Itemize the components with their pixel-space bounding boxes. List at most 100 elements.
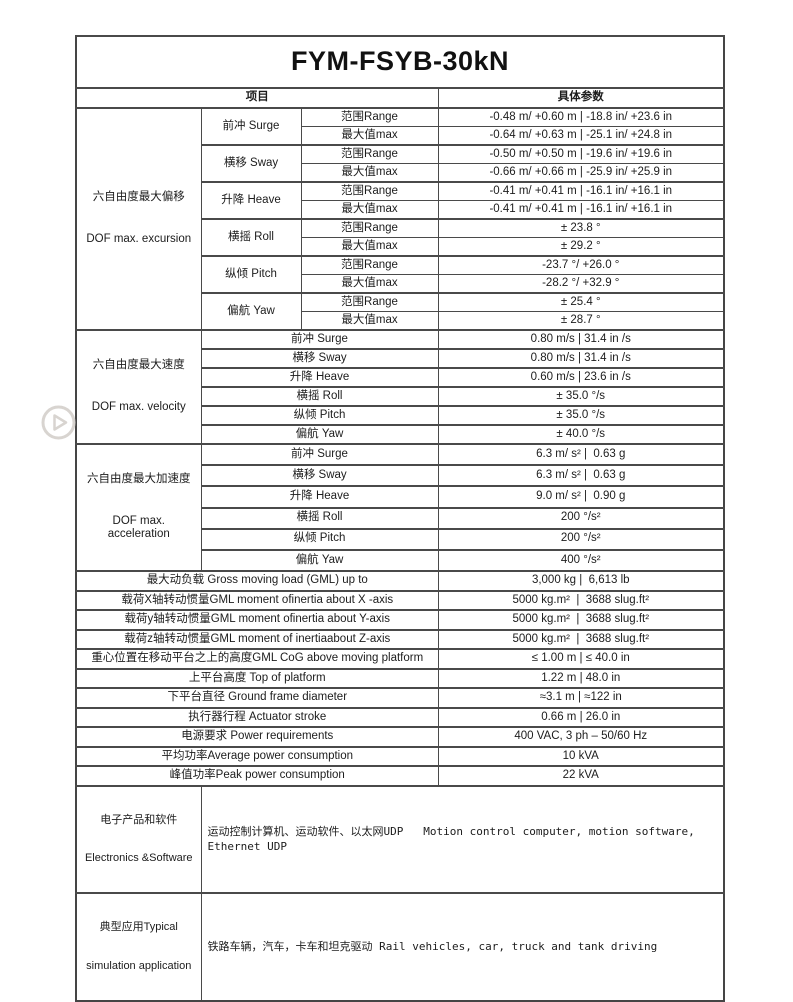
dof-name-cell: 横摇 Roll: [200, 506, 439, 530]
dof-name-cell: 偏航 Yaw: [200, 548, 439, 572]
dof-name-cell: 偏航 Yaw: [200, 292, 302, 331]
table-row: 载荷z轴转动惯量GML moment of inertiaabout Z-axi…: [75, 628, 725, 650]
group-label-cell: 六自由度最大偏移 DOF max. excursion: [75, 107, 202, 331]
value-cell: 9.0 m/ s² | 0.90 g: [437, 485, 725, 509]
dof-name-cell: 前冲 Surge: [200, 442, 439, 466]
value-cell: ± 29.2 °: [437, 237, 725, 257]
table-row: 平均功率Average power consumption 10 kVA: [75, 745, 725, 767]
footer-label-en: simulation application: [86, 960, 192, 973]
spec-value-cell: 1.22 m | 48.0 in: [437, 667, 725, 689]
group-label-en: DOF max. velocity: [91, 401, 186, 414]
spec-table: FYM-FSYB-30kN 项目 具体参数 六自由度最大偏移 DOF max. …: [75, 35, 725, 1002]
spec-label-cell: 平均功率Average power consumption: [75, 745, 439, 767]
group-label-zh: 六自由度最大偏移: [92, 191, 185, 204]
spec-sheet: FYM-FSYB-30kN 项目 具体参数 六自由度最大偏移 DOF max. …: [75, 35, 725, 1002]
spec-value-cell: 5000 kg.m² | 3688 slug.ft²: [437, 628, 725, 650]
dof-name-cell: 横移 Sway: [200, 464, 439, 487]
value-cell: ± 25.4 °: [437, 292, 725, 312]
dof-name-cell: 横移 Sway: [200, 144, 302, 183]
value-cell: 0.80 m/s | 31.4 in /s: [437, 329, 725, 350]
spec-value-cell: 400 VAC, 3 ph – 50/60 Hz: [437, 726, 725, 748]
group-label-zh: 六自由度最大速度: [92, 359, 185, 372]
dof-name-cell: 升降 Heave: [200, 485, 439, 509]
value-cell: -0.48 m/ +0.60 m | -18.8 in/ +23.6 in: [437, 107, 725, 127]
dof-name-cell: 前冲 Surge: [200, 329, 439, 350]
dof-name-cell: 偏航 Yaw: [200, 424, 439, 445]
spec-value-cell: 0.66 m | 26.0 in: [437, 706, 725, 728]
value-cell: ± 28.7 °: [437, 311, 725, 331]
value-cell: ± 40.0 °/s: [437, 424, 725, 445]
value-cell: ± 35.0 °/s: [437, 386, 725, 407]
metric-label-cell: 范围Range: [300, 218, 439, 238]
table-row: 下平台直径 Ground frame diameter ≈3.1 m | ≈12…: [75, 687, 725, 709]
value-cell: -0.50 m/ +0.50 m | -19.6 in/ +19.6 in: [437, 144, 725, 164]
footer-label-zh: 电子产品和软件: [100, 813, 178, 826]
group-label-en: DOF max. excursion: [86, 233, 192, 246]
dof-name-cell: 升降 Heave: [200, 181, 302, 220]
table-row: 电源要求 Power requirements 400 VAC, 3 ph – …: [75, 726, 725, 748]
metric-label-cell: 范围Range: [300, 181, 439, 201]
table-row: 项目 具体参数: [75, 87, 725, 109]
group-label-zh: 六自由度最大加速度: [87, 473, 191, 486]
table-row: 偏航 Yaw 400 °/s²: [76, 548, 725, 572]
column-header-params: 具体参数: [437, 87, 725, 109]
dof-name-cell: 横摇 Roll: [200, 386, 439, 407]
spec-value-cell: ≤ 1.00 m | ≤ 40.0 in: [437, 648, 725, 670]
dof-name-cell: 纵倾 Pitch: [200, 405, 439, 426]
table-row: 升降 Heave 范围Range -0.41 m/ +0.41 m | -16.…: [76, 181, 725, 220]
group-label-cell: 六自由度最大加速度 DOF max. acceleration: [75, 442, 202, 572]
title-cell: FYM-FSYB-30kN: [75, 35, 725, 89]
table-row: 横移 Sway 范围Range -0.50 m/ +0.50 m | -19.6…: [76, 144, 725, 183]
table-row: 横移 Sway 6.3 m/ s² | 0.63 g: [76, 464, 725, 487]
footer-label-en: Electronics &Software: [84, 852, 193, 865]
table-row: 执行器行程 Actuator stroke 0.66 m | 26.0 in: [75, 706, 725, 728]
metric-label-cell: 最大值max: [300, 311, 439, 331]
value-cell: 400 °/s²: [437, 548, 725, 572]
table-row: 典型应用Typical simulation application 铁路车辆，…: [75, 892, 725, 1002]
value-cell: -0.64 m/ +0.63 m | -25.1 in/ +24.8 in: [437, 126, 725, 146]
value-cell: -0.41 m/ +0.41 m | -16.1 in/ +16.1 in: [437, 181, 725, 201]
table-row: 载荷X轴转动惯量GML moment ofinertia about X -ax…: [75, 589, 725, 611]
next-arrow-icon: [40, 405, 77, 444]
carousel-next-button[interactable]: [40, 404, 77, 441]
value-cell: 200 °/s²: [437, 506, 725, 530]
group-label-en: DOF max. acceleration: [107, 514, 170, 541]
spec-value-cell: 10 kVA: [437, 745, 725, 767]
group-label-cell: 六自由度最大速度 DOF max. velocity: [75, 329, 202, 445]
table-row: 升降 Heave 0.60 m/s | 23.6 in /s: [76, 367, 725, 388]
value-cell: -0.66 m/ +0.66 m | -25.9 in/ +25.9 in: [437, 163, 725, 183]
value-cell: -28.2 °/ +32.9 °: [437, 274, 725, 294]
page-title: FYM-FSYB-30kN: [290, 46, 510, 77]
dof-name-cell: 升降 Heave: [200, 367, 439, 388]
dof-name-cell: 纵倾 Pitch: [200, 527, 439, 551]
table-row: 载荷y轴转动惯量GML moment ofinertia about Y-axi…: [75, 609, 725, 631]
table-row: 纵倾 Pitch 200 °/s²: [76, 527, 725, 551]
table-row: 偏航 Yaw ± 40.0 °/s: [76, 424, 725, 445]
table-row: 六自由度最大速度 DOF max. velocity 前冲 Surge 0.80…: [75, 329, 725, 445]
spec-label-cell: 载荷y轴转动惯量GML moment ofinertia about Y-axi…: [75, 609, 439, 631]
value-cell: ± 35.0 °/s: [437, 405, 725, 426]
table-row: 最大动负载 Gross moving load (GML) up to 3,00…: [75, 570, 725, 592]
spec-label-cell: 上平台高度 Top of platform: [75, 667, 439, 689]
spec-value-cell: 3,000 kg | 6,613 lb: [437, 570, 725, 592]
table-row: 六自由度最大偏移 DOF max. excursion 前冲 Surge 范围R…: [75, 107, 725, 331]
value-cell: 6.3 m/ s² | 0.63 g: [437, 442, 725, 466]
value-cell: -23.7 °/ +26.0 °: [437, 255, 725, 275]
value-cell: ± 23.8 °: [437, 218, 725, 238]
metric-label-cell: 范围Range: [300, 255, 439, 275]
metric-label-cell: 范围Range: [300, 107, 439, 127]
dof-name-cell: 纵倾 Pitch: [200, 255, 302, 294]
value-cell: 200 °/s²: [437, 527, 725, 551]
table-row: 偏航 Yaw 范围Range ± 25.4 °: [76, 292, 725, 331]
metric-label-cell: 最大值max: [300, 237, 439, 257]
dof-name-cell: 横移 Sway: [200, 348, 439, 369]
value-cell: 6.3 m/ s² | 0.63 g: [437, 464, 725, 487]
spec-label-cell: 载荷X轴转动惯量GML moment ofinertia about X -ax…: [75, 589, 439, 611]
spec-value-cell: ≈3.1 m | ≈122 in: [437, 687, 725, 709]
footer-label-cell: 电子产品和软件 Electronics &Software: [75, 784, 202, 894]
footer-label-zh: 典型应用Typical: [99, 921, 178, 934]
dof-name-cell: 横摇 Roll: [200, 218, 302, 257]
table-row: 横摇 Roll ± 35.0 °/s: [76, 386, 725, 407]
table-row: 最大值max -28.2 °/ +32.9 °: [76, 274, 725, 294]
spec-label-cell: 峰值功率Peak power consumption: [75, 765, 439, 787]
